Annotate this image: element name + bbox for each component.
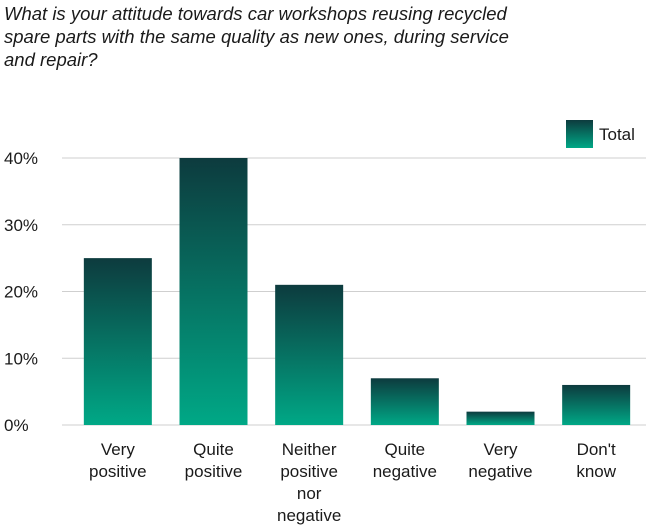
legend-label-total: Total [599, 125, 635, 144]
y-tick-label: 30% [4, 216, 38, 235]
legend: Total [566, 120, 635, 148]
y-tick-label: 10% [4, 349, 38, 368]
y-tick-label: 20% [4, 283, 38, 302]
x-category-label: Very positive [89, 440, 147, 481]
x-category-label: Quite negative [373, 440, 437, 481]
x-category-label: Very negative [468, 440, 532, 481]
bars [83, 158, 631, 425]
x-axis-category-labels: Very positive Quite positive Neither positive… [89, 440, 617, 525]
x-category-label: Quite positive [185, 440, 243, 481]
bar-dont-know [562, 384, 631, 425]
y-tick-label: 40% [4, 149, 38, 168]
x-category-label: Don't know [576, 440, 616, 481]
y-tick-label: 0% [4, 416, 29, 435]
grid-lines [62, 157, 646, 426]
x-category-label: Neither positive nor negative [277, 440, 341, 525]
y-axis-tick-labels: 0% 10% 20% 30% 40% [4, 149, 38, 435]
legend-swatch-total [566, 120, 593, 148]
bar-quite-negative [370, 378, 439, 425]
bar-neither-positive-nor-negative [275, 284, 344, 425]
bar-quite-positive [179, 158, 248, 425]
bar-very-negative [466, 411, 535, 425]
bar-very-positive [83, 258, 152, 425]
chart-title: What is your attitude towards car worksh… [4, 3, 509, 70]
